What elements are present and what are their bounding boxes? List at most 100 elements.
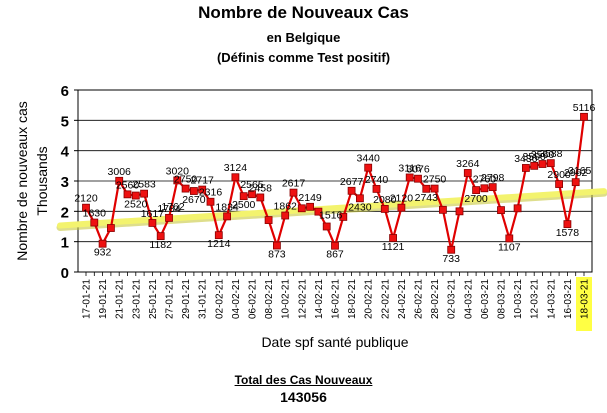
x-axis-title: Date spf santé publique (261, 334, 408, 350)
data-label: 2743 (415, 192, 439, 204)
data-point (123, 190, 132, 199)
y-axis-unit: Thousands (34, 146, 50, 215)
data-point (538, 160, 547, 168)
data-point (397, 203, 406, 212)
data-label: 2760 (473, 173, 497, 185)
data-label: 1182 (149, 239, 172, 251)
data-label: 1630 (83, 208, 107, 220)
data-label: 3124 (224, 162, 248, 174)
data-label: 1121 (382, 241, 405, 253)
data-label: 867 (326, 249, 344, 261)
data-point (571, 178, 580, 187)
x-tick-label: 16-03-21 (563, 279, 574, 319)
data-label: 3076 (406, 164, 430, 176)
x-tick-label: 28-02-21 (430, 279, 441, 319)
data-point (107, 224, 115, 232)
highlight-marker (576, 277, 592, 331)
data-point (297, 204, 306, 213)
data-label: 2149 (298, 192, 322, 204)
y-tick-label: 2 (61, 204, 69, 221)
data-point (98, 239, 107, 248)
data-label: 2677 (340, 176, 364, 188)
data-point (131, 191, 140, 200)
x-tick-label: 23-01-21 (131, 279, 142, 319)
y-tick-label: 5 (61, 113, 69, 130)
x-tick-label: 12-02-21 (297, 279, 308, 319)
data-point (447, 245, 456, 254)
data-label: 3500 (523, 151, 547, 163)
data-label: 2740 (365, 174, 389, 186)
x-tick-label: 31-01-21 (198, 279, 209, 319)
data-point (289, 188, 298, 197)
data-label: 1784 (157, 203, 181, 215)
data-label: 3588 (539, 148, 563, 160)
y-tick-label: 3 (61, 174, 69, 191)
data-label: 2750 (174, 174, 198, 186)
x-tick-label: 06-02-21 (248, 279, 259, 319)
data-point (115, 176, 124, 185)
data-point (231, 173, 240, 182)
series (82, 112, 588, 254)
data-label: 3006 (108, 166, 132, 178)
data-label: 3165 (568, 165, 592, 177)
data-label: 1762 (161, 201, 185, 213)
data-label: 1214 (207, 238, 231, 250)
data-point (165, 213, 173, 222)
data-point (264, 216, 273, 224)
x-tick-label: 18-03-21 (580, 279, 591, 319)
chart-subtitle: en Belgique (266, 30, 341, 45)
x-tick-label: 27-01-21 (165, 279, 176, 319)
x-tick-label: 26-02-21 (414, 279, 425, 319)
total-label: Total des Cas Nouveaux (234, 373, 373, 387)
x-tick-label: 25-01-21 (148, 279, 159, 319)
data-label: 3020 (166, 165, 190, 177)
chart-subtitle-note: (Définis comme Test positif) (216, 50, 391, 65)
data-label: 2500 (232, 199, 256, 211)
x-tick-label: 14-03-21 (546, 279, 557, 319)
data-label: 3560 (531, 149, 555, 161)
y-tick-label: 1 (61, 235, 69, 252)
data-label: 1862 (274, 201, 298, 213)
data-point (181, 184, 190, 193)
data-point (513, 204, 522, 213)
data-label: 3430 (514, 153, 538, 165)
data-label: 2458 (249, 182, 273, 194)
data-label: 2617 (282, 178, 306, 190)
data-label: 2750 (423, 174, 447, 186)
data-point (322, 222, 331, 231)
data-point (272, 241, 281, 250)
data-point (156, 232, 165, 241)
data-label: 1107 (498, 241, 521, 253)
data-label: 873 (268, 249, 286, 261)
x-tick-label: 14-02-21 (314, 279, 325, 319)
data-point (497, 206, 505, 215)
x-tick-label: 18-02-21 (347, 279, 358, 319)
data-label: 2560 (116, 179, 140, 191)
data-label: 2120 (390, 193, 414, 205)
data-point (173, 176, 182, 185)
x-tick-label: 24-02-21 (397, 279, 408, 319)
data-point (189, 187, 198, 195)
data-label: 2430 (348, 201, 372, 213)
data-label: 932 (94, 247, 112, 259)
data-label: 2583 (132, 179, 156, 191)
data-point (488, 183, 497, 192)
data-point (472, 186, 481, 195)
data-point (389, 234, 398, 242)
data-point (580, 112, 588, 121)
data-label: 2700 (464, 193, 488, 205)
data-point (505, 234, 514, 243)
data-point (314, 207, 323, 216)
data-point (530, 161, 539, 170)
data-point (306, 202, 315, 211)
data-label: 2717 (191, 175, 215, 187)
data-point (355, 194, 364, 203)
data-point (430, 184, 439, 193)
data-point (522, 164, 530, 172)
x-tick-label: 17-01-21 (82, 279, 93, 319)
x-tick-label: 20-02-21 (364, 279, 375, 319)
data-point (364, 163, 373, 172)
data-point (438, 205, 447, 214)
data-point (380, 205, 389, 213)
